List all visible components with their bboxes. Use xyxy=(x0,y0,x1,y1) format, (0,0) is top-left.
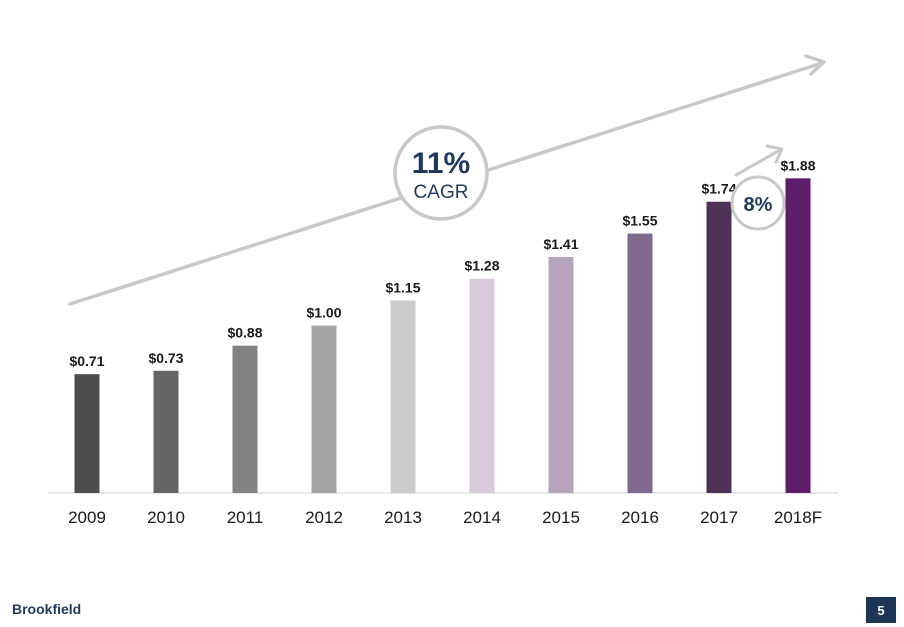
forecast-growth-badge: 8% xyxy=(730,175,786,231)
bar-2017 xyxy=(706,201,732,493)
x-tick-label-2017: 2017 xyxy=(700,508,738,527)
data-label-2014: $1.28 xyxy=(464,258,499,274)
bar-chart: $0.71 2009 $0.73 2010 $0.88 2011 $1.00 2012 $1.1… xyxy=(48,54,838,527)
x-tick-label-2014: 2014 xyxy=(463,508,501,527)
bar-2009 xyxy=(74,374,100,493)
data-label-2012: $1.00 xyxy=(306,305,341,321)
bar-2013 xyxy=(390,300,416,493)
bar-2012 xyxy=(311,325,337,493)
data-label-2016: $1.55 xyxy=(622,213,657,229)
bar-2015 xyxy=(548,256,574,493)
brand-logo-text: Brookfield xyxy=(12,601,82,617)
bar-2011 xyxy=(232,345,258,493)
forecast-growth-value: 8% xyxy=(744,194,773,216)
bar-2010 xyxy=(153,370,179,493)
cagr-badge: 11% CAGR xyxy=(393,125,489,221)
data-label-2015: $1.41 xyxy=(543,236,578,252)
bar-2018F xyxy=(785,178,811,493)
data-label-2013: $1.15 xyxy=(385,280,420,296)
x-tick-label-2015: 2015 xyxy=(542,508,580,527)
cagr-value: 11% xyxy=(412,147,470,180)
data-label-2011: $0.88 xyxy=(227,325,262,341)
x-tick-label-2012: 2012 xyxy=(305,508,343,527)
data-label-2010: $0.73 xyxy=(148,350,183,366)
x-tick-label-2016: 2016 xyxy=(621,508,659,527)
bar-2016 xyxy=(627,233,653,494)
cagr-label: CAGR xyxy=(414,182,469,203)
x-tick-label-2018F: 2018F xyxy=(774,508,822,527)
data-label-2009: $0.71 xyxy=(69,353,104,369)
x-tick-label-2009: 2009 xyxy=(68,508,106,527)
data-label-2018F: $1.88 xyxy=(780,157,815,173)
x-tick-label-2011: 2011 xyxy=(227,508,264,527)
data-label-2017: $1.74 xyxy=(701,181,736,197)
x-tick-label-2010: 2010 xyxy=(147,508,185,527)
x-tick-label-2013: 2013 xyxy=(384,508,422,527)
bar-2014 xyxy=(469,278,495,493)
page-number: 5 xyxy=(866,597,896,623)
forecast-growth-arrow xyxy=(734,144,784,177)
